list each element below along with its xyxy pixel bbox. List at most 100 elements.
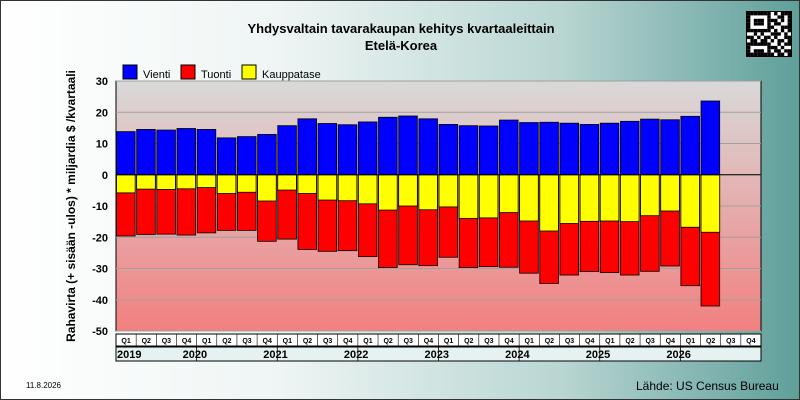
bar-kauppatase	[519, 174, 539, 222]
quarter-label: Q1	[121, 338, 130, 345]
year-label: 2024	[505, 349, 530, 361]
quarter-label: Q3	[162, 338, 171, 345]
y-tick-label: -50	[92, 326, 108, 338]
legend-swatch-kauppatase	[241, 64, 257, 80]
year-label: 2023	[425, 349, 449, 361]
chart-title: Yhdysvaltain tavarakaupan kehitys kvarta…	[247, 21, 555, 36]
bar-kauppatase	[660, 174, 680, 212]
bar-kauppatase	[337, 174, 358, 202]
quarter-label: Q1	[605, 338, 614, 345]
bar-vienti	[499, 119, 519, 176]
bar-vienti	[176, 128, 197, 176]
bar-vienti	[438, 124, 459, 176]
bar-vienti	[559, 122, 579, 176]
bar-vienti	[237, 136, 257, 176]
quarter-label: Q3	[645, 338, 654, 345]
year-label: 2026	[666, 349, 690, 361]
quarter-label: Q2	[464, 338, 473, 345]
year-label: 2022	[344, 349, 368, 361]
bar-vienti	[620, 120, 640, 176]
quarter-label: Q2	[545, 338, 554, 345]
bar-vienti	[216, 137, 237, 176]
legend-swatch-vienti	[122, 64, 138, 80]
bar-vienti	[599, 122, 620, 176]
bar-vienti	[337, 124, 358, 176]
quarter-label: Q4	[263, 338, 272, 345]
bar-vienti	[136, 129, 156, 176]
bar-kauppatase	[357, 174, 378, 205]
bar-kauppatase	[458, 174, 479, 219]
bar-vienti	[297, 118, 317, 176]
y-tick-label: 30	[96, 76, 108, 88]
quarter-label: Q3	[323, 338, 332, 345]
y-tick-label: -20	[92, 232, 108, 244]
bar-kauppatase	[620, 174, 640, 223]
bar-vienti	[378, 116, 398, 176]
bar-kauppatase	[277, 174, 297, 191]
legend-label: Kauppatase	[262, 69, 321, 81]
bar-vienti	[398, 115, 418, 176]
bar-kauppatase	[640, 174, 660, 217]
y-tick-label: -40	[92, 295, 108, 307]
bar-vienti	[519, 122, 539, 176]
quarter-label: Q1	[444, 338, 453, 345]
year-label: 2025	[586, 349, 610, 361]
quarter-label: Q4	[504, 338, 513, 345]
bar-vienti	[700, 100, 721, 176]
bar-vienti	[317, 123, 338, 176]
bar-kauppatase	[418, 174, 438, 211]
y-tick-label: 10	[96, 139, 108, 151]
bar-vienti	[539, 121, 559, 176]
quarter-label: Q1	[686, 338, 695, 345]
quarter-label: Q2	[222, 338, 231, 345]
year-label: 2019	[117, 349, 141, 361]
bar-vienti	[579, 124, 600, 176]
legend-label: Tuonti	[201, 69, 231, 81]
bar-kauppatase	[599, 174, 620, 222]
bar-kauppatase	[559, 174, 579, 224]
quarter-label: Q2	[303, 338, 312, 345]
y-tick-label: -30	[92, 264, 108, 276]
bar-kauppatase	[398, 174, 418, 207]
quarter-label: Q4	[585, 338, 594, 345]
bar-kauppatase	[116, 174, 136, 194]
quarter-label: Q2	[625, 338, 634, 345]
bar-kauppatase	[196, 174, 217, 188]
bar-vienti	[257, 134, 277, 176]
y-tick-label: 20	[96, 107, 108, 119]
quarter-label: Q3	[242, 338, 251, 345]
date-stamp: 11.8.2026	[26, 381, 61, 390]
year-label: 2021	[263, 349, 287, 361]
bar-kauppatase	[317, 174, 338, 201]
bar-vienti	[277, 125, 297, 176]
legend-swatch-tuonti	[180, 64, 196, 80]
quarter-label: Q1	[202, 338, 211, 345]
bar-kauppatase	[579, 174, 600, 222]
quarter-label: Q3	[404, 338, 413, 345]
chart-subtitle: Etelä-Korea	[364, 38, 438, 53]
quarter-label: Q4	[343, 338, 352, 345]
year-label: 2020	[183, 349, 207, 361]
bar-vienti	[660, 119, 680, 176]
quarter-label: Q3	[484, 338, 493, 345]
bar-kauppatase	[700, 174, 721, 233]
quarter-label: Q1	[283, 338, 292, 345]
quarter-label: Q1	[363, 338, 372, 345]
quarter-label: Q2	[383, 338, 392, 345]
quarter-label: Q4	[746, 338, 755, 345]
bar-vienti	[357, 121, 378, 176]
bar-vienti	[478, 125, 499, 176]
bar-kauppatase	[680, 174, 700, 228]
bar-kauppatase	[136, 174, 156, 190]
qr-code-icon	[746, 11, 792, 57]
bar-vienti	[680, 115, 700, 176]
quarter-label: Q3	[565, 338, 574, 345]
source-label: Lähde: US Census Bureau	[636, 379, 779, 393]
bar-kauppatase	[499, 174, 519, 213]
quarter-label: Q4	[424, 338, 433, 345]
bar-kauppatase	[176, 174, 197, 190]
quarter-label: Q2	[706, 338, 715, 345]
legend-label: Vienti	[143, 69, 170, 81]
y-tick-label: -10	[92, 201, 108, 213]
